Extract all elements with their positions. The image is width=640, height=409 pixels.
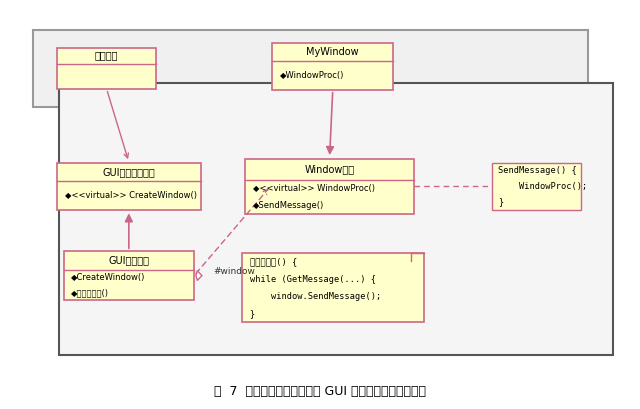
FancyBboxPatch shape <box>492 163 581 209</box>
FancyBboxPatch shape <box>57 48 156 89</box>
FancyBboxPatch shape <box>242 253 424 322</box>
Text: WindowProc();: WindowProc(); <box>499 182 588 191</box>
Text: window.SendMessage();: window.SendMessage(); <box>250 292 381 301</box>
Text: 图  7  通过模板方法模式消解 GUI 框架到应用程序的依赖: 图 7 通过模板方法模式消解 GUI 框架到应用程序的依赖 <box>214 385 426 398</box>
Text: GUI框架抽象接口: GUI框架抽象接口 <box>102 167 156 177</box>
Polygon shape <box>196 271 202 281</box>
FancyBboxPatch shape <box>272 43 394 90</box>
Text: }: } <box>499 197 504 206</box>
Text: ◆WindowProc(): ◆WindowProc() <box>280 71 344 80</box>
Text: 应用程序: 应用程序 <box>95 50 118 61</box>
Text: SendMessage() {: SendMessage() { <box>499 166 577 175</box>
Text: GUI框架实现: GUI框架实现 <box>108 256 149 265</box>
Text: Window接口: Window接口 <box>305 164 355 174</box>
FancyBboxPatch shape <box>63 251 194 300</box>
Text: #window: #window <box>213 267 255 276</box>
Text: ◆主消息循环(): ◆主消息循环() <box>71 288 109 297</box>
Text: while (GetMessage(...) {: while (GetMessage(...) { <box>250 274 376 284</box>
FancyBboxPatch shape <box>33 30 588 107</box>
Text: 主消息循环() {: 主消息循环() { <box>250 257 297 266</box>
Text: MyWindow: MyWindow <box>307 47 359 57</box>
Text: ◆CreateWindow(): ◆CreateWindow() <box>71 273 145 282</box>
Text: }: } <box>250 309 255 318</box>
Text: ◆SendMessage(): ◆SendMessage() <box>253 201 324 210</box>
FancyBboxPatch shape <box>57 163 200 209</box>
Text: ◆<<virtual>> CreateWindow(): ◆<<virtual>> CreateWindow() <box>65 191 196 200</box>
FancyBboxPatch shape <box>59 83 613 355</box>
FancyBboxPatch shape <box>245 159 414 213</box>
Text: ◆<<virtual>> WindowProc(): ◆<<virtual>> WindowProc() <box>253 184 375 193</box>
